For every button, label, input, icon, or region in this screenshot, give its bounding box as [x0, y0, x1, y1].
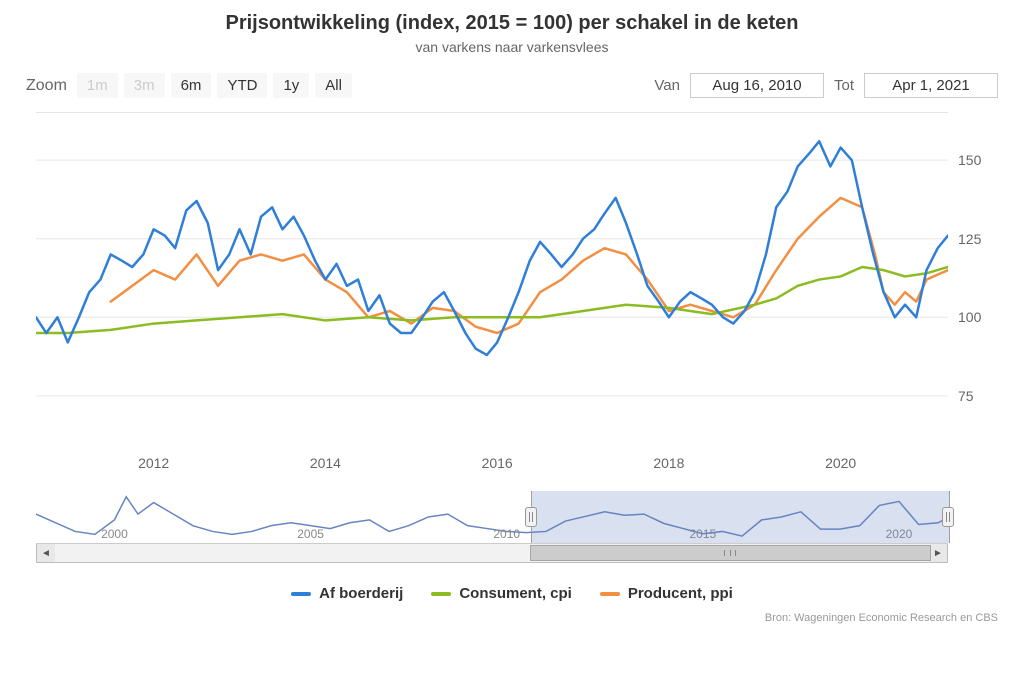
- navigator-scroll-thumb[interactable]: [530, 545, 931, 561]
- triangle-left-icon: ◄: [41, 548, 51, 559]
- chart-credits: Bron: Wageningen Economic Research en CB…: [16, 612, 1008, 624]
- chart-container: Prijsontwikkeling (index, 2015 = 100) pe…: [0, 0, 1024, 683]
- range-to-label: Tot: [834, 77, 854, 94]
- zoom-button-6m[interactable]: 6m: [171, 73, 212, 98]
- range-group: Van Tot: [654, 73, 998, 98]
- legend-label: Af boerderij: [319, 585, 403, 602]
- range-to-input[interactable]: [864, 73, 998, 98]
- navigator-selection[interactable]: [531, 491, 950, 543]
- legend-item-af-boerderij[interactable]: Af boerderij: [291, 585, 403, 602]
- range-from-input[interactable]: [690, 73, 824, 98]
- series-consument_cpi[interactable]: [36, 267, 948, 333]
- legend-swatch: [600, 592, 620, 596]
- main-plot-svg: [36, 113, 948, 443]
- navigator-scroll-track[interactable]: [55, 544, 929, 562]
- zoom-group: Zoom 1m3m6mYTD1yAll: [26, 73, 352, 98]
- zoom-label: Zoom: [26, 77, 67, 95]
- legend-label: Producent, ppi: [628, 585, 733, 602]
- legend: Af boerderij Consument, cpi Producent, ppi: [16, 585, 1008, 602]
- navigator-scroll-left-button[interactable]: ◄: [37, 544, 55, 562]
- chart-title: Prijsontwikkeling (index, 2015 = 100) pe…: [16, 12, 1008, 35]
- navigator-handle-right[interactable]: [942, 507, 954, 527]
- y-tick-label: 125: [958, 231, 998, 247]
- zoom-button-3m: 3m: [124, 73, 165, 98]
- zoom-button-ytd[interactable]: YTD: [217, 73, 267, 98]
- navigator-scrollbar: ◄ ►: [36, 544, 948, 563]
- x-tick-label: 2018: [653, 455, 684, 471]
- x-tick-label: 2014: [310, 455, 341, 471]
- main-plot-area[interactable]: 7510012515020122014201620182020: [36, 112, 948, 443]
- chart-subtitle: van varkens naar varkensvlees: [16, 39, 1008, 55]
- x-tick-label: 2012: [138, 455, 169, 471]
- y-tick-label: 75: [958, 388, 998, 404]
- zoom-buttons: 1m3m6mYTD1yAll: [77, 73, 352, 98]
- y-tick-label: 150: [958, 152, 998, 168]
- controls-row: Zoom 1m3m6mYTD1yAll Van Tot: [16, 73, 1008, 98]
- legend-label: Consument, cpi: [459, 585, 572, 602]
- legend-swatch: [291, 592, 311, 596]
- navigator-area: 20002005201020152020 ◄ ►: [36, 491, 948, 563]
- legend-swatch: [431, 592, 451, 596]
- legend-item-consument-cpi[interactable]: Consument, cpi: [431, 585, 572, 602]
- range-from-label: Van: [654, 77, 680, 94]
- x-tick-label: 2016: [482, 455, 513, 471]
- navigator-plot[interactable]: 20002005201020152020: [36, 491, 948, 544]
- zoom-button-all[interactable]: All: [315, 73, 352, 98]
- y-tick-label: 100: [958, 309, 998, 325]
- legend-item-producent-ppi[interactable]: Producent, ppi: [600, 585, 733, 602]
- zoom-button-1y[interactable]: 1y: [273, 73, 309, 98]
- triangle-right-icon: ►: [933, 548, 943, 559]
- zoom-button-1m: 1m: [77, 73, 118, 98]
- navigator-scroll-right-button[interactable]: ►: [929, 544, 947, 562]
- navigator-handle-left[interactable]: [525, 507, 537, 527]
- x-tick-label: 2020: [825, 455, 856, 471]
